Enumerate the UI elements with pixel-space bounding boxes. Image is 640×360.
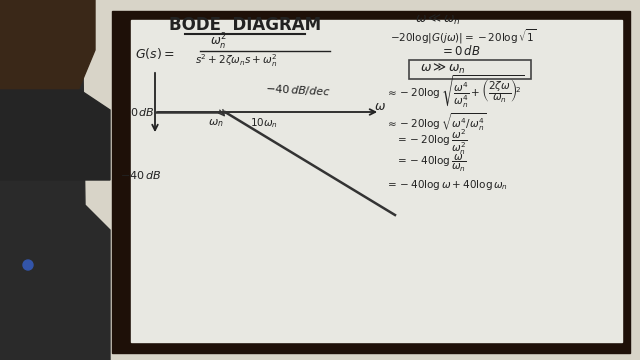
Text: $-40\,dB$: $-40\,dB$ xyxy=(120,169,161,181)
Text: $\omega_n^2$: $\omega_n^2$ xyxy=(210,32,227,52)
Text: $0\,dB$: $0\,dB$ xyxy=(130,106,155,118)
Polygon shape xyxy=(0,90,110,180)
Text: $-40\,dB/dec$: $-40\,dB/dec$ xyxy=(265,82,331,98)
Text: $s^2+2\zeta\omega_n s+\omega_n^2$: $s^2+2\zeta\omega_n s+\omega_n^2$ xyxy=(195,53,278,69)
Circle shape xyxy=(23,260,33,270)
Text: $\approx-20\log\sqrt{\omega^4/\omega_n^4}$: $\approx-20\log\sqrt{\omega^4/\omega_n^4… xyxy=(385,111,486,132)
Text: $\omega\gg\omega_n$: $\omega\gg\omega_n$ xyxy=(420,62,466,76)
Text: $\omega_n$: $\omega_n$ xyxy=(208,117,224,129)
Text: $=-40\log\omega+40\log\omega_n$: $=-40\log\omega+40\log\omega_n$ xyxy=(385,178,508,192)
Text: $\omega\ll\omega_n$: $\omega\ll\omega_n$ xyxy=(415,13,461,27)
Text: $\approx-20\log\sqrt{\dfrac{\omega^4}{\omega_n^4}+\left(\dfrac{2\zeta\omega}{\om: $\approx-20\log\sqrt{\dfrac{\omega^4}{\o… xyxy=(385,74,524,110)
Text: BODE  DIAGRAM: BODE DIAGRAM xyxy=(169,16,321,34)
Bar xyxy=(131,20,622,342)
Text: $G(s) =$: $G(s) =$ xyxy=(135,45,175,60)
Bar xyxy=(112,11,630,353)
Text: $-20\log|G(j\omega)|=-20\log\sqrt{1}$: $-20\log|G(j\omega)|=-20\log\sqrt{1}$ xyxy=(390,28,536,46)
Text: $= 0\,dB$: $= 0\,dB$ xyxy=(440,44,481,58)
Text: $=-20\log\dfrac{\omega^2}{\omega_n^2}$: $=-20\log\dfrac{\omega^2}{\omega_n^2}$ xyxy=(395,127,467,157)
Polygon shape xyxy=(0,0,95,110)
Text: $10\omega_n$: $10\omega_n$ xyxy=(250,116,278,130)
Text: $\omega$: $\omega$ xyxy=(374,99,386,112)
Text: $=-40\log\dfrac{\omega}{\omega_n}$: $=-40\log\dfrac{\omega}{\omega_n}$ xyxy=(395,153,467,174)
Polygon shape xyxy=(0,0,110,360)
